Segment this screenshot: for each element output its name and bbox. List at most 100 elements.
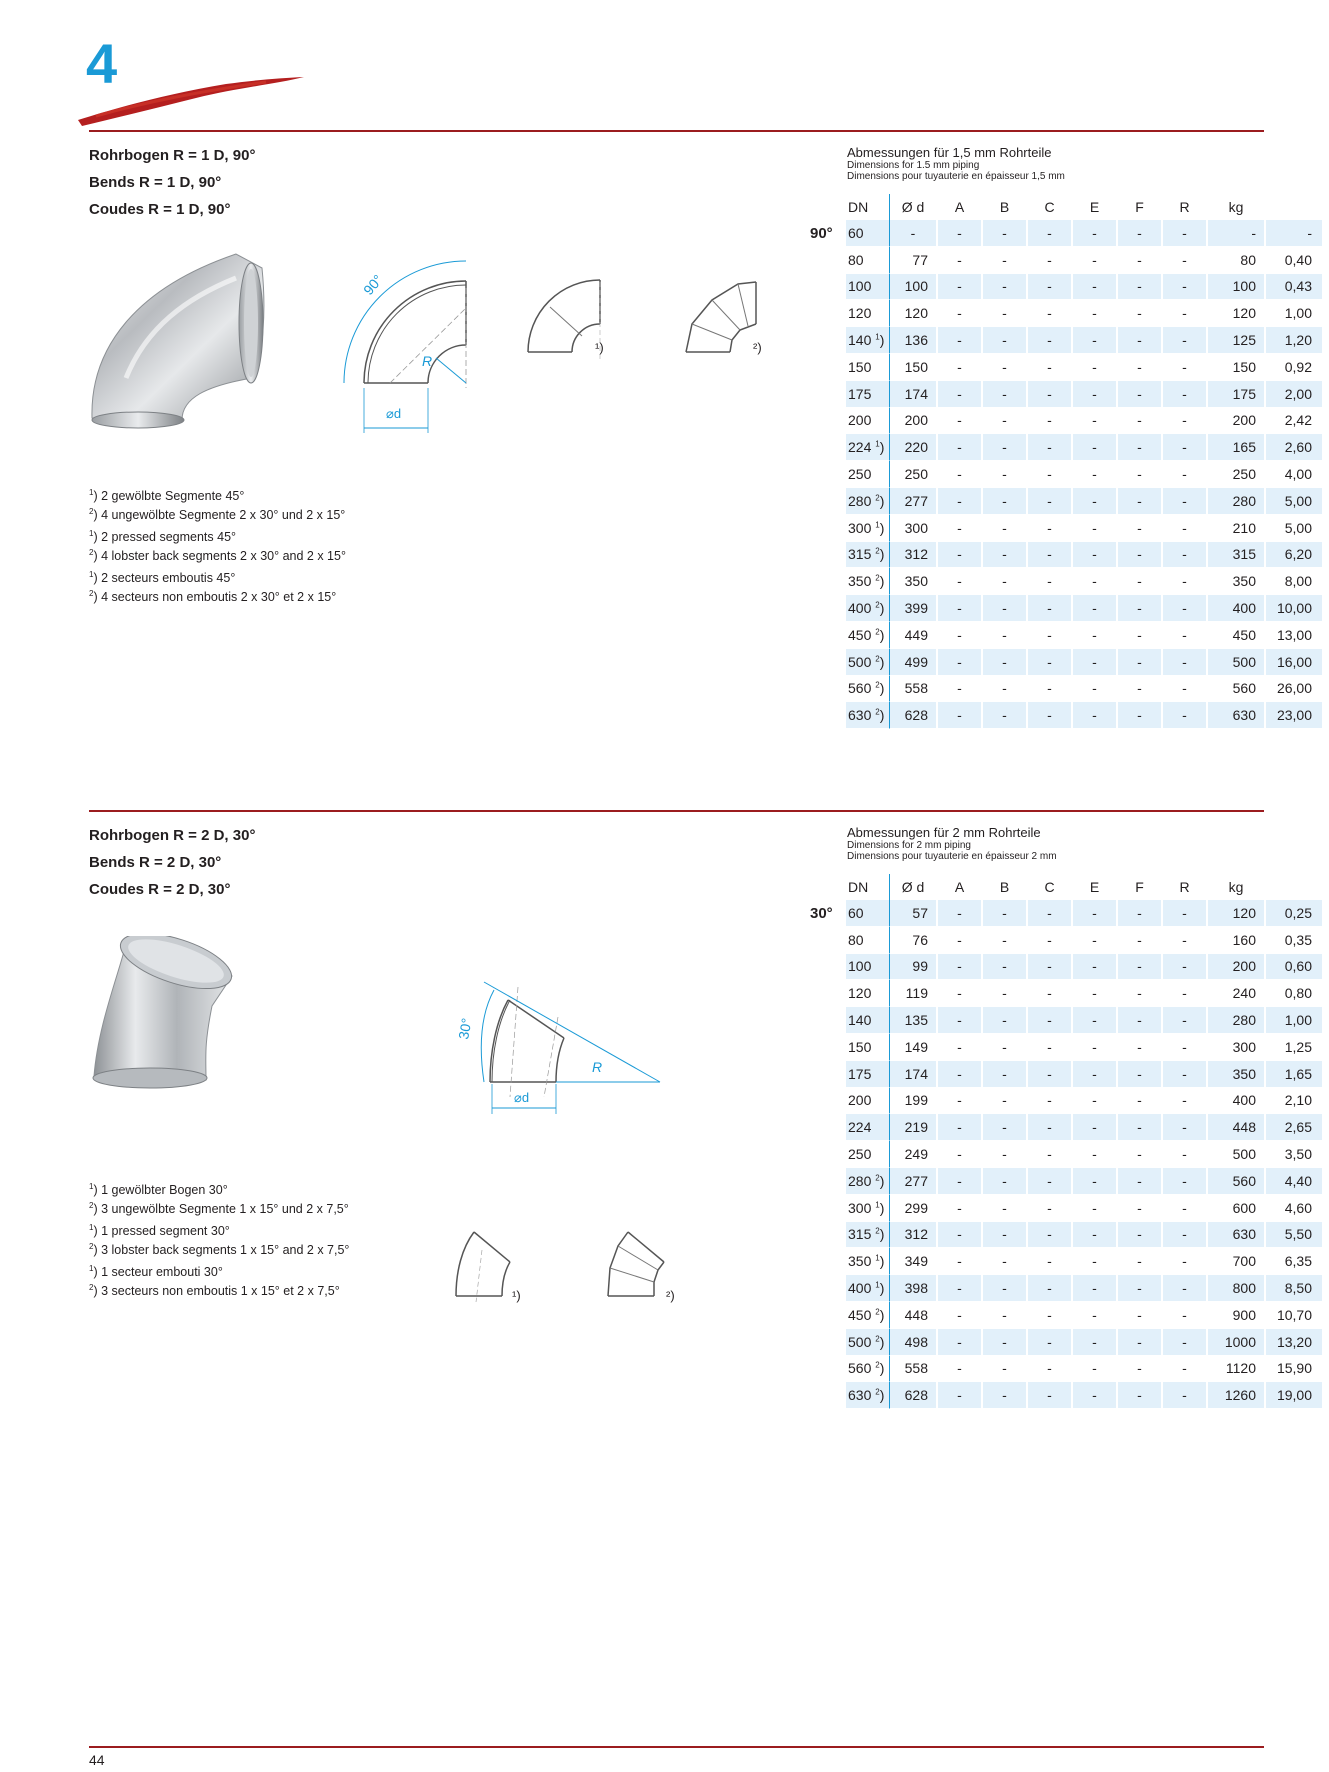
empty-dim-cell: - [1071, 1301, 1116, 1329]
dn-cell: 150 [846, 1033, 890, 1061]
dn-note: 2) [875, 1387, 885, 1404]
empty-dim-cell: - [1026, 353, 1071, 381]
dn-cell: 250 [846, 1141, 890, 1168]
table-row: 630 2) 628- - - - - -630 23,00 [846, 702, 1322, 730]
note-ref: 1 [875, 332, 880, 342]
dn-value: 560 [848, 680, 872, 697]
note-ref: 1 [875, 1280, 880, 1290]
empty-dim-cell: - [1026, 1248, 1071, 1276]
weight-cell: 6,20 [1264, 541, 1322, 569]
empty-dim-cell: - [936, 1114, 981, 1142]
empty-dim-cell: - [1026, 1087, 1071, 1115]
empty-dim-cell: - [936, 1060, 981, 1088]
elbow-90-variant-pressed: ¹) [527, 279, 604, 362]
empty-dim-cell: - [1116, 220, 1161, 247]
weight-cell: 13,20 [1264, 1328, 1322, 1356]
empty-dim-cell: - [1071, 1382, 1116, 1410]
weight-cell: 1,20 [1264, 327, 1322, 354]
empty-dim-cell: - [1116, 1194, 1161, 1222]
empty-dim-cell: - [936, 1167, 981, 1195]
empty-dim-cell: - [1161, 1167, 1206, 1195]
drawing-radius-label: R [422, 353, 432, 369]
radius-cell: 450 [1206, 621, 1264, 649]
note-ref: 2 [875, 653, 880, 663]
note-ref: 1 [875, 439, 880, 449]
empty-dim-cell: - [981, 648, 1026, 676]
radius-cell: 315 [1206, 541, 1264, 569]
empty-dim-cell: - [1116, 1114, 1161, 1142]
weight-cell: 1,00 [1264, 1007, 1322, 1034]
empty-dim-cell: - [1071, 1275, 1116, 1302]
dn-value: 200 [848, 1092, 872, 1109]
empty-dim-cell: - [1116, 1060, 1161, 1088]
empty-dim-cell: - [1026, 1275, 1071, 1302]
column-header: F [1116, 194, 1161, 220]
diameter-cell: - [890, 220, 936, 247]
radius-cell: 250 [1206, 461, 1264, 488]
column-header: kg [1206, 194, 1264, 220]
empty-dim-cell: - [1071, 568, 1116, 596]
dn-cell: 280 2) [846, 1167, 890, 1195]
weight-cell: 23,00 [1264, 702, 1322, 730]
table-row: 315 2) 312- - - - - -630 5,50 [846, 1221, 1322, 1249]
empty-dim-cell: - [1116, 1248, 1161, 1276]
section-divider [89, 810, 1264, 812]
dn-cell: 200 [846, 1087, 890, 1115]
dimensions-de: Abmessungen für 1,5 mm Rohrteile [847, 145, 1052, 160]
weight-cell: 26,00 [1264, 675, 1322, 703]
empty-dim-cell: - [1161, 1382, 1206, 1410]
empty-dim-cell: - [1026, 514, 1071, 542]
empty-dim-cell: - [1026, 1167, 1071, 1195]
empty-dim-cell: - [1161, 487, 1206, 515]
dn-value: 630 [848, 707, 872, 724]
empty-dim-cell: - [981, 1087, 1026, 1115]
footnote-marker: 1 [89, 1181, 94, 1191]
empty-dim-cell: - [1071, 1328, 1116, 1356]
radius-cell: 100 [1206, 273, 1264, 301]
radius-cell: 150 [1206, 353, 1264, 381]
empty-dim-cell: - [1161, 541, 1206, 569]
table-row: 280 2) 277- - - - - -280 5,00 [846, 487, 1322, 515]
empty-dim-cell: - [981, 926, 1026, 954]
weight-cell: 0,92 [1264, 353, 1322, 381]
footnote-text: ) 2 pressed segments 45° [93, 530, 237, 544]
note-ref: 2 [875, 1173, 880, 1183]
weight-cell: 5,50 [1264, 1221, 1322, 1249]
dimensions-fr: Dimensions pour tuyauterie en épaisseur … [847, 851, 1057, 863]
empty-dim-cell: - [936, 541, 981, 569]
dn-cell: 560 2) [846, 1355, 890, 1383]
empty-dim-cell: - [1161, 407, 1206, 435]
empty-dim-cell: - [1161, 1141, 1206, 1168]
empty-dim-cell: - [1026, 568, 1071, 596]
footnote: 1) 2 gewölbte Segmente 45° [89, 488, 346, 509]
empty-dim-cell: - [981, 595, 1026, 622]
dn-note: 1) [875, 332, 885, 349]
dn-note: 2) [875, 1333, 885, 1350]
footnote-text: ) 1 gewölbter Bogen 30° [93, 1183, 228, 1197]
diameter-cell: 558 [890, 1356, 936, 1383]
table-row: 400 1) 398- - - - - -800 8,50 [846, 1275, 1322, 1302]
empty-dim-cell: - [1116, 568, 1161, 596]
empty-dim-cell: - [981, 1275, 1026, 1302]
table-row: 60- - - - - - - - - [846, 220, 1322, 247]
weight-cell: 2,65 [1264, 1114, 1322, 1142]
elbow-30-variant-lobster: ²) [607, 1231, 675, 1303]
footnote: 2) 4 secteurs non emboutis 2 x 30° et 2 … [89, 589, 346, 610]
diameter-cell: 558 [890, 676, 936, 703]
empty-dim-cell: - [1071, 648, 1116, 676]
dn-cell: 250 [846, 461, 890, 488]
empty-dim-cell: - [1026, 675, 1071, 703]
empty-dim-cell: - [1161, 1248, 1206, 1276]
empty-dim-cell: - [1116, 1301, 1161, 1329]
empty-dim-cell: - [936, 1007, 981, 1034]
diameter-cell: 499 [890, 648, 936, 676]
bottom-divider [89, 1746, 1264, 1748]
note-ref: 1 [875, 1253, 880, 1263]
dn-note: 1) [875, 1280, 885, 1297]
weight-cell: 6,35 [1264, 1248, 1322, 1276]
empty-dim-cell: - [1161, 1328, 1206, 1356]
empty-dim-cell: - [1026, 595, 1071, 622]
dn-value: 140 [848, 1012, 872, 1029]
dn-value: 560 [848, 1360, 872, 1377]
note-ref: 2 [875, 707, 880, 717]
